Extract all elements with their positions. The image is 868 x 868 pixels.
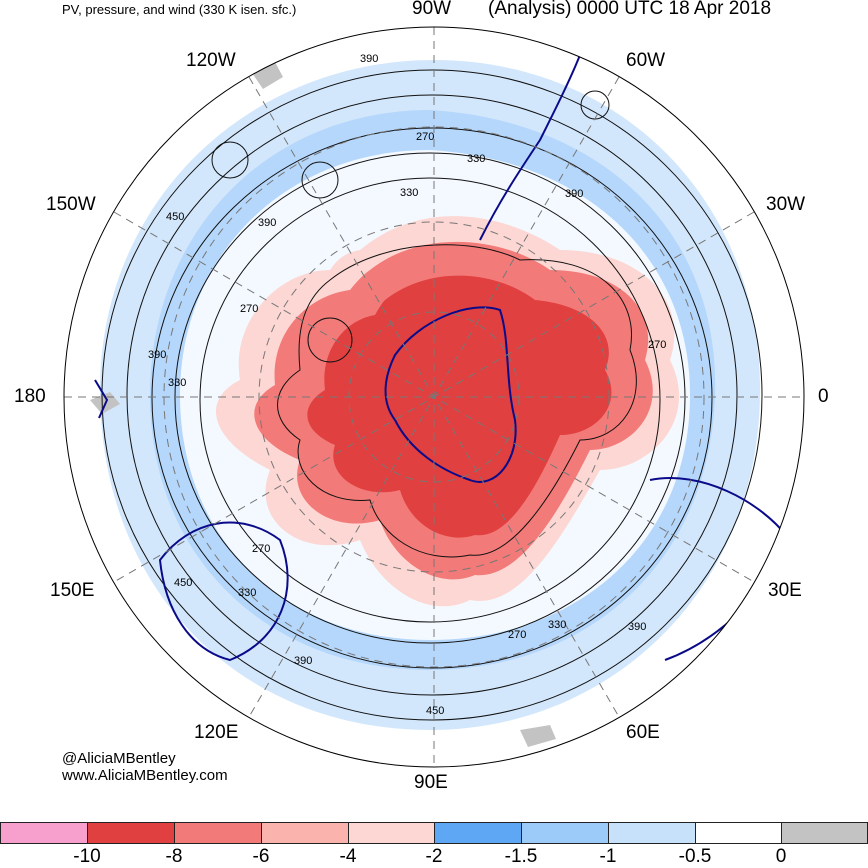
credit-handle: @AliciaMBentley	[62, 750, 176, 767]
lon-label-60w: 60W	[626, 50, 666, 71]
contour-label: 330	[548, 619, 566, 631]
colorbar: -10 -8 -6 -4 -2 -1.5 -1 -0.5 0	[0, 822, 868, 867]
pv-grey-patch	[520, 725, 556, 747]
new-zealand-coast	[94, 379, 109, 419]
map-title-right: (Analysis) 0000 UTC 18 Apr 2018	[488, 0, 772, 19]
lon-label-0: 0	[818, 386, 829, 407]
contour-label: 390	[258, 217, 276, 229]
colorbar-tick-label: -10	[73, 846, 101, 867]
lon-label-90e: 90E	[414, 772, 448, 793]
map-title-left: PV, pressure, and wind (330 K isen. sfc.…	[62, 2, 297, 17]
contour-label: 270	[648, 339, 666, 351]
antarctica-coast	[384, 306, 517, 483]
colorbar-swatch	[608, 822, 696, 844]
lon-label-30w: 30W	[766, 194, 806, 215]
lon-label-120e: 120E	[194, 722, 239, 743]
contour-label: 270	[416, 131, 434, 143]
pv-grey-patch	[250, 62, 283, 89]
contour-label: 450	[166, 211, 184, 223]
colorbar-swatch	[695, 822, 782, 844]
colorbar-swatch	[434, 822, 522, 844]
contour-label: 450	[426, 705, 444, 717]
colorbar-tick-label: -1	[599, 846, 617, 867]
contour-labels: 390 270 330 390 450 390 270 390 330 270 …	[148, 53, 666, 717]
contour-label: 270	[252, 543, 270, 555]
colorbar-swatch	[0, 822, 88, 844]
lon-label-60e: 60E	[626, 722, 660, 743]
colorbar-tick-label: -1.5	[504, 846, 538, 867]
contour-label: 330	[238, 587, 256, 599]
lon-label-180: 180	[14, 386, 46, 407]
contour-label: 330	[400, 187, 418, 199]
contour-label: 450	[174, 577, 192, 589]
colorbar-tick-label: -6	[252, 846, 270, 867]
contour-label: 390	[148, 349, 166, 361]
colorbar-tick-label: -8	[165, 846, 183, 867]
lon-label-90w: 90W	[412, 0, 452, 19]
colorbar-swatch	[348, 822, 436, 844]
colorbar-tick-label: -2	[425, 846, 443, 867]
contour-label: 330	[467, 153, 485, 165]
colorbar-swatch	[521, 822, 609, 844]
lon-label-30e: 30E	[768, 580, 802, 601]
lon-label-150e: 150E	[50, 580, 95, 601]
colorbar-swatch	[261, 822, 349, 844]
contour-label: 390	[294, 655, 312, 667]
contour-label: 390	[565, 188, 583, 200]
contour-label: 270	[508, 629, 526, 641]
contour-label: 390	[628, 621, 646, 633]
colorbar-tick-label: 0	[775, 846, 787, 867]
contour-label: 270	[240, 303, 258, 315]
graticule	[64, 27, 804, 767]
colorbar-tick-label: -4	[339, 846, 357, 867]
lon-label-150w: 150W	[46, 194, 96, 215]
credit-website[interactable]: www.AliciaMBentley.com	[62, 767, 228, 784]
contour-label: 390	[360, 53, 378, 65]
contour-label: 330	[168, 377, 186, 389]
polar-stereographic-map: 390 270 330 390 450 390 270 390 330 270 …	[63, 26, 805, 768]
pv-strong-red-core	[307, 275, 612, 538]
map-boundary	[63, 26, 805, 768]
colorbar-swatch	[174, 822, 262, 844]
colorbar-swatch	[781, 822, 868, 844]
colorbar-tick-label: -0.5	[678, 846, 712, 867]
colorbar-swatch	[87, 822, 175, 844]
south-america-coast	[479, 54, 581, 241]
lon-label-120w: 120W	[186, 50, 236, 71]
